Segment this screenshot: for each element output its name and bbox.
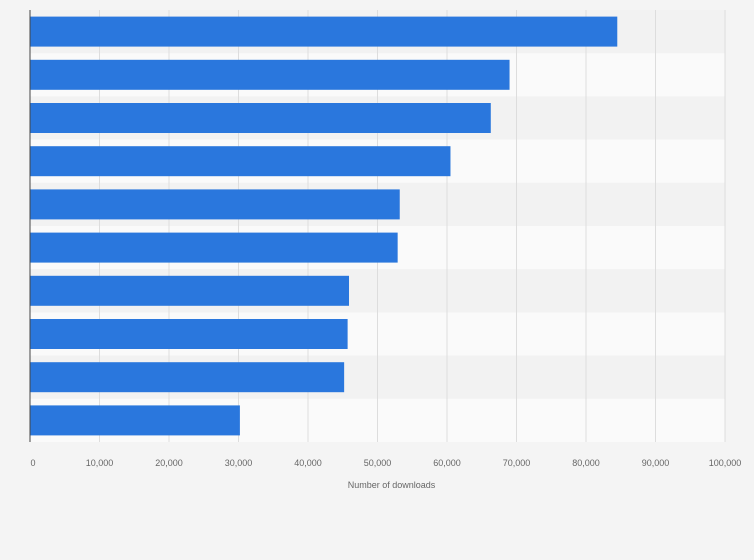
x-tick-label: 50,000 bbox=[364, 458, 392, 468]
bar bbox=[30, 146, 451, 177]
x-tick-label: 20,000 bbox=[155, 458, 183, 468]
bar bbox=[30, 275, 350, 306]
bar bbox=[30, 189, 400, 220]
bar bbox=[30, 319, 348, 349]
x-tick-label: 30,000 bbox=[225, 458, 253, 468]
bar bbox=[30, 362, 345, 393]
x-tick-label: 0 bbox=[30, 458, 35, 468]
bar bbox=[30, 16, 618, 47]
x-tick-label: 10,000 bbox=[86, 458, 114, 468]
x-axis-ticks: 0 10,000 20,000 30,000 40,000 50,000 60,000 70,… bbox=[30, 458, 741, 468]
x-axis-title: Number of downloads bbox=[348, 480, 436, 490]
bar bbox=[30, 59, 510, 90]
bar bbox=[30, 103, 491, 133]
bar bbox=[30, 405, 240, 436]
x-tick-label: 100,000 bbox=[709, 458, 742, 468]
x-tick-label: 90,000 bbox=[642, 458, 670, 468]
x-tick-label: 70,000 bbox=[503, 458, 531, 468]
bar bbox=[30, 232, 398, 263]
bars bbox=[30, 16, 618, 436]
x-tick-label: 40,000 bbox=[294, 458, 322, 468]
x-tick-label: 60,000 bbox=[433, 458, 461, 468]
x-tick-label: 80,000 bbox=[572, 458, 600, 468]
